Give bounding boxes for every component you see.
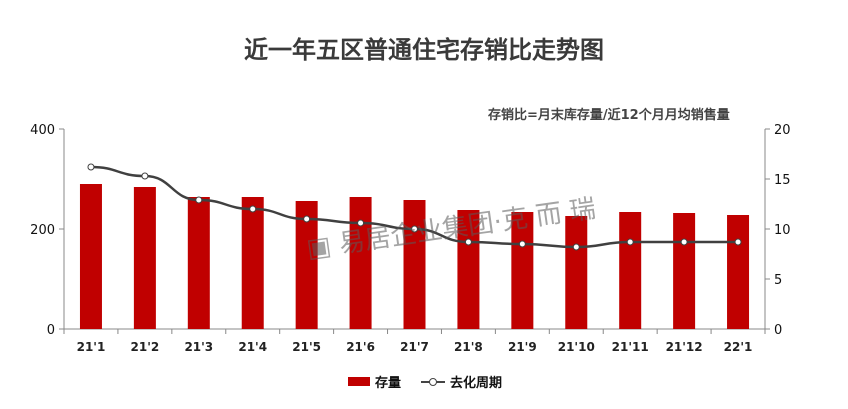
line-point [572,243,580,251]
x-tick-label: 21'9 [508,340,537,354]
left-tick-label: 0 [47,323,55,338]
line-point [357,219,365,227]
bar [349,197,372,329]
x-tick-label: 21'12 [666,340,703,354]
left-tick-label: 200 [30,223,55,238]
bar [187,197,210,329]
bar [511,212,534,329]
line-point [87,163,95,171]
bar [565,216,588,329]
line-point [518,240,526,248]
legend: 存量 去化周期 [348,372,502,391]
x-tick-label: 21'11 [612,340,649,354]
chart-title: 近一年五区普通住宅存销比走势图 [244,36,604,64]
legend-line-label: 去化周期 [450,376,503,391]
right-tick-label: 0 [774,323,782,338]
line-point [249,205,257,213]
x-tick-label: 21'8 [454,340,483,354]
bar [727,215,750,329]
bar [619,212,642,329]
x-tick-label: 21'5 [292,340,321,354]
x-tick-label: 21'3 [184,340,213,354]
line-point [141,172,149,180]
right-tick-label: 10 [774,223,791,238]
right-tick-label: 15 [774,173,791,188]
bar [295,201,318,329]
line-point [464,238,472,246]
x-tick-label: 21'1 [77,340,106,354]
x-tick-label: 21'6 [346,340,375,354]
right-tick-label: 5 [774,273,782,288]
legend-bar-swatch [348,377,370,386]
line-point [680,238,688,246]
line-point [303,215,311,223]
right-tick-label: 20 [774,123,791,138]
bar [79,184,102,329]
left-tick-label: 400 [30,123,55,138]
x-tick-label: 22'1 [724,340,753,354]
legend-line-swatch [421,376,446,388]
bar [673,213,696,329]
x-tick-label: 21'10 [558,340,595,354]
x-tick-label: 21'7 [400,340,429,354]
line-point [195,196,203,204]
x-tick-label: 21'4 [238,340,267,354]
x-tick-label: 21'2 [131,340,160,354]
line-point [734,238,742,246]
chart-annotation: 存销比=月末库存量/近12个月月均销售量 [488,108,730,123]
line-point [626,238,634,246]
line-point [411,225,418,233]
bar [403,200,426,329]
bar [133,187,156,329]
legend-bar-label: 存量 [375,376,402,391]
bar [457,210,480,329]
bar [241,197,264,329]
